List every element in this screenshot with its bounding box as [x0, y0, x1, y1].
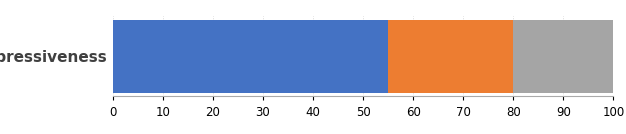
Bar [388, 20, 513, 93]
Bar [113, 20, 388, 93]
Bar [513, 20, 613, 93]
